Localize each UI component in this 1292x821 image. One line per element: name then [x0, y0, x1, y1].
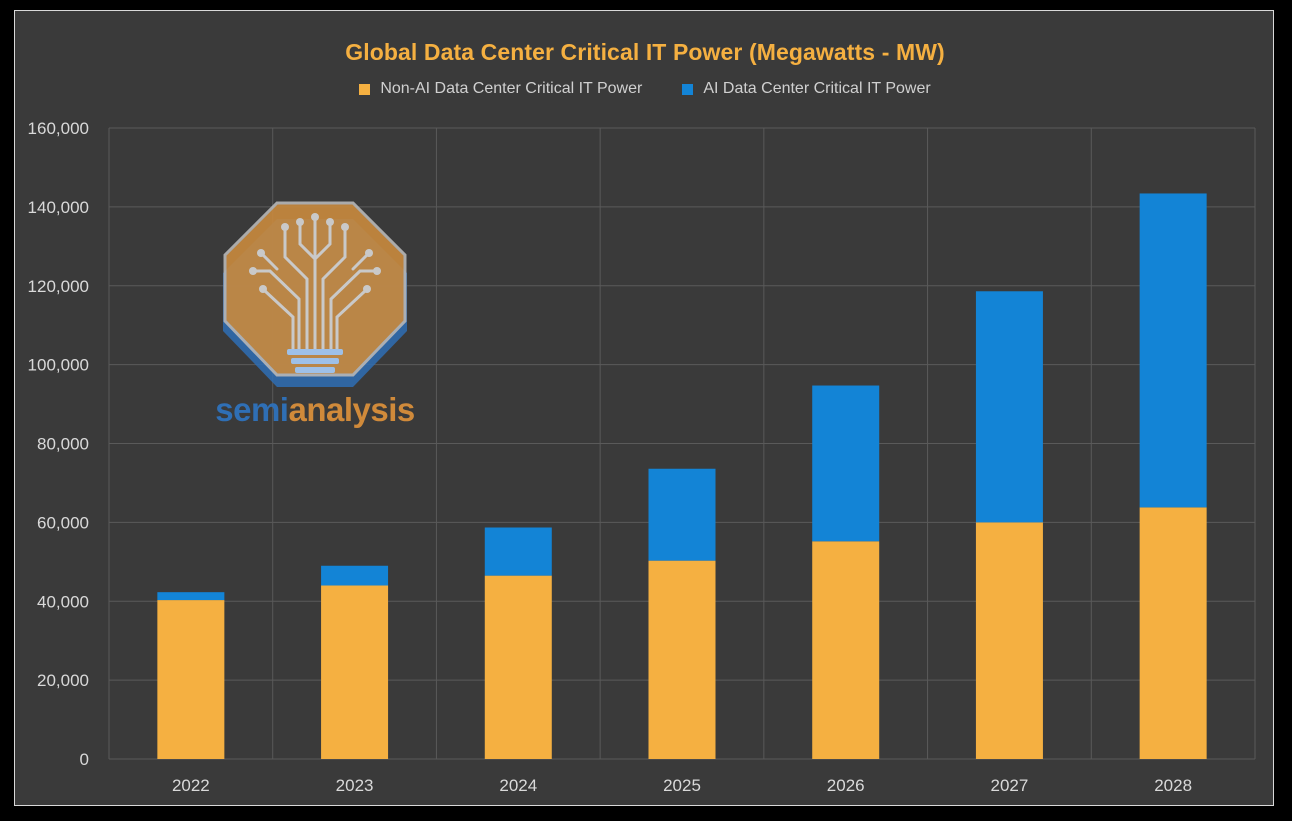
watermark-text-semi: semi: [215, 391, 289, 428]
y-tick-label: 60,000: [37, 513, 89, 532]
y-tick-label: 40,000: [37, 592, 89, 611]
x-tick-label: 2027: [991, 776, 1029, 795]
legend-label-ai: AI Data Center Critical IT Power: [703, 80, 931, 97]
legend-label-non-ai: Non-AI Data Center Critical IT Power: [380, 80, 643, 97]
bar-ai-2028: [1139, 193, 1207, 508]
bar-ai-2026: [812, 385, 880, 542]
chart-frame: Global Data Center Critical IT Power (Me…: [14, 10, 1274, 806]
x-tick-label: 2023: [336, 776, 374, 795]
y-tick-label: 100,000: [28, 356, 89, 375]
plot-area: 0 20,000 40,000 60,000 80,000 100,000 120,000 1…: [28, 119, 1256, 795]
bar-non-ai-2024: [484, 575, 552, 759]
semianalysis-watermark: semianalysis: [215, 199, 415, 449]
bar-non-ai-2027: [975, 522, 1043, 759]
bar-non-ai-2022: [157, 600, 225, 759]
bar-ai-2027: [975, 291, 1043, 523]
bar-ai-2023: [321, 565, 389, 586]
circuit-tree-lightbulb-icon: [223, 201, 407, 387]
watermark-text-analysis: analysis: [288, 391, 415, 428]
y-tick-label: 80,000: [37, 435, 89, 454]
bar-non-ai-2025: [648, 560, 716, 759]
y-tick-label: 160,000: [28, 119, 89, 138]
x-tick-label: 2026: [827, 776, 865, 795]
legend: Non-AI Data Center Critical IT Power AI …: [15, 80, 1275, 98]
x-tick-label: 2028: [1154, 776, 1192, 795]
x-tick-label: 2025: [663, 776, 701, 795]
y-tick-label: 120,000: [28, 277, 89, 296]
x-tick-label: 2022: [172, 776, 210, 795]
chart-title: Global Data Center Critical IT Power (Me…: [345, 39, 945, 65]
bar-non-ai-2023: [321, 585, 389, 759]
bar-ai-2022: [157, 592, 225, 601]
legend-swatch-ai: [682, 83, 694, 95]
bar-ai-2025: [648, 468, 716, 561]
y-tick-label: 0: [80, 750, 89, 769]
y-tick-label: 140,000: [28, 198, 89, 217]
legend-item-non-ai: Non-AI Data Center Critical IT Power: [359, 80, 642, 98]
y-tick-label: 20,000: [37, 671, 89, 690]
bar-non-ai-2026: [812, 541, 880, 759]
bar-non-ai-2028: [1139, 507, 1207, 759]
legend-swatch-non-ai: [359, 83, 371, 95]
x-tick-label: 2024: [499, 776, 537, 795]
bar-ai-2024: [484, 527, 552, 576]
watermark-wordmark: semianalysis: [215, 391, 415, 429]
legend-item-ai: AI Data Center Critical IT Power: [682, 80, 931, 98]
